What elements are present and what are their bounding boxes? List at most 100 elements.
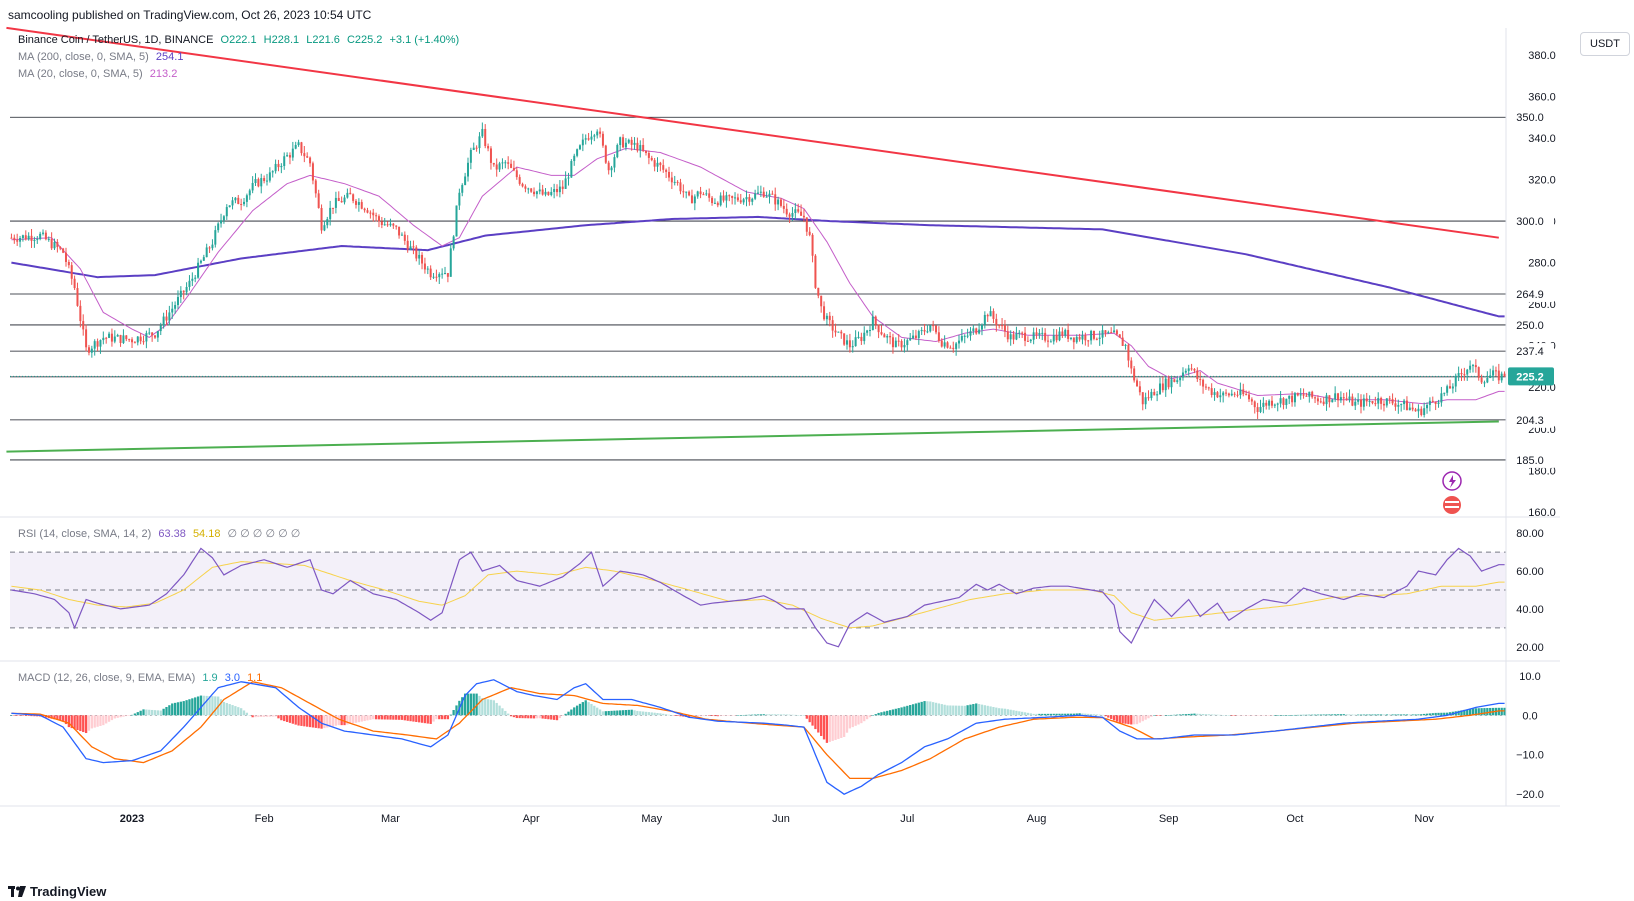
candle	[754, 189, 757, 201]
macd-histogram-bar	[409, 715, 412, 722]
candle	[828, 311, 831, 327]
macd-histogram-bar	[880, 712, 883, 716]
candle	[1127, 343, 1130, 368]
macd-histogram-bar	[877, 712, 880, 716]
candle	[1213, 388, 1216, 401]
candle	[622, 134, 625, 149]
candle	[731, 195, 734, 205]
macd-histogram-bar	[507, 713, 510, 716]
candle	[917, 329, 920, 345]
candle	[696, 190, 699, 199]
macd-histogram-bar	[1003, 708, 1007, 716]
macd-histogram-bar	[423, 715, 427, 724]
macd-histogram-bar	[105, 715, 108, 724]
macd-histogram-bar	[211, 696, 214, 716]
macd-histogram-bar	[1012, 710, 1015, 716]
candle	[823, 301, 826, 321]
candle	[79, 300, 82, 328]
macd-histogram-bar	[753, 714, 757, 716]
candle	[1446, 384, 1449, 396]
macd-histogram-bar	[587, 702, 590, 716]
candle	[1222, 391, 1225, 403]
tradingview-logo[interactable]: TradingView	[8, 884, 106, 899]
candle	[406, 235, 409, 253]
candle	[777, 196, 780, 211]
macd-histogram-bar	[1362, 714, 1366, 716]
candle	[1362, 394, 1365, 411]
time-tick-label: Oct	[1286, 813, 1303, 825]
macd-histogram-bar	[1331, 714, 1334, 716]
macd-histogram-bar	[1095, 714, 1098, 716]
macd-histogram-bar	[888, 710, 892, 716]
macd-histogram-bar	[558, 715, 562, 719]
macd-histogram-bar	[865, 715, 869, 720]
candle	[940, 338, 943, 348]
candle	[739, 193, 742, 204]
candle	[627, 138, 630, 145]
macd-histogram-bar	[1466, 709, 1469, 716]
macd-histogram-bar	[1161, 715, 1165, 716]
macd-histogram-bar	[1173, 714, 1176, 716]
candle	[162, 312, 165, 329]
candle	[843, 333, 846, 346]
macd-histogram-bar	[159, 710, 162, 716]
candle	[85, 324, 88, 352]
candle	[866, 329, 869, 336]
ma20-legend: MA (20, close, 0, SMA, 5) 213.2	[18, 68, 181, 80]
macd-histogram-bar	[802, 715, 806, 716]
macd-histogram-bar	[911, 704, 915, 716]
candle	[340, 196, 343, 203]
candle	[1334, 386, 1337, 402]
price-level-tag	[1508, 109, 1554, 126]
macd-histogram-bar	[1468, 708, 1472, 716]
candle	[432, 272, 435, 279]
macd-histogram-bar	[1138, 715, 1142, 723]
candle	[403, 231, 406, 245]
macd-histogram-bar	[748, 714, 751, 716]
macd-histogram-bar	[36, 715, 39, 717]
macd-histogram-bar	[1204, 714, 1208, 716]
macd-histogram-bar	[1170, 714, 1173, 716]
candle	[352, 193, 355, 204]
candle	[1469, 360, 1472, 373]
macd-histogram-bar	[1199, 713, 1202, 716]
macd-histogram-bar	[1029, 713, 1032, 716]
candle	[1101, 324, 1104, 345]
candle	[171, 301, 174, 319]
candle	[466, 157, 469, 182]
macd-histogram-bar	[10, 715, 13, 716]
candle	[906, 338, 909, 351]
macd-histogram-bar	[1365, 714, 1368, 716]
candle	[719, 192, 722, 207]
candle	[429, 265, 432, 281]
macd-histogram-bar	[87, 715, 91, 731]
macd-histogram-bar	[1078, 713, 1081, 716]
candle	[937, 326, 940, 343]
macd-histogram-bar	[357, 715, 361, 723]
macd-histogram-bar	[225, 703, 228, 716]
macd-histogram-bar	[1187, 713, 1190, 716]
currency-button[interactable]: USDT	[1580, 32, 1630, 56]
macd-histogram-bar	[366, 715, 369, 721]
candle	[736, 193, 739, 202]
candle	[676, 180, 679, 186]
macd-histogram-bar	[1032, 713, 1035, 716]
macd-histogram-bar	[1227, 715, 1231, 716]
macd-histogram-bar	[369, 715, 372, 720]
macd-histogram-bar	[1420, 714, 1423, 716]
candle	[1253, 400, 1256, 414]
candle	[64, 247, 67, 267]
macd-histogram-bar	[1293, 714, 1297, 716]
candle	[1299, 388, 1302, 400]
macd-histogram-bar	[636, 710, 639, 716]
macd-histogram-bar	[739, 715, 742, 716]
candle	[1024, 326, 1027, 347]
macd-histogram-bar	[969, 704, 972, 716]
macd-histogram-bar	[79, 715, 82, 732]
candle	[693, 194, 696, 211]
symbol-label: Binance Coin / TetherUS, 1D, BINANCE	[18, 34, 214, 46]
candle	[90, 345, 93, 358]
macd-histogram-bar	[601, 711, 605, 716]
macd-histogram-bar	[239, 708, 243, 716]
